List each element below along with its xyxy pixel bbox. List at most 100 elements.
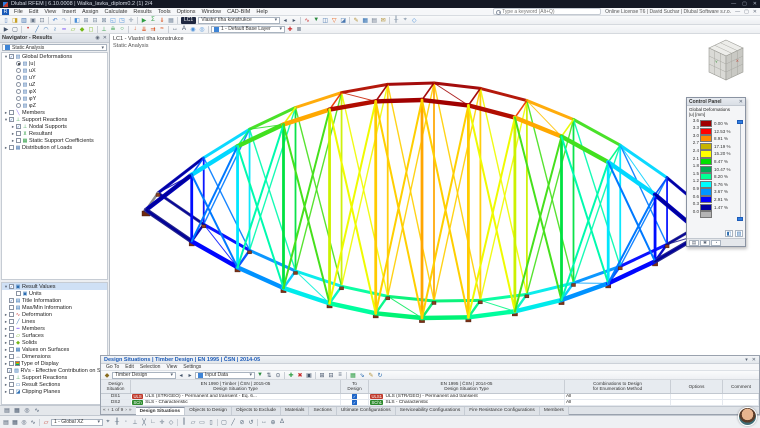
add-row-icon[interactable]: ✚ [288, 372, 294, 379]
expand-icon[interactable]: ▸ [4, 374, 8, 380]
coordinates-icon[interactable]: ⊕ [270, 419, 276, 426]
results-tree-item[interactable]: ▧ φX [2, 88, 107, 95]
expand-icon[interactable]: ▸ [4, 381, 8, 387]
import-icon[interactable]: ⇘ [359, 372, 365, 379]
edit-icon[interactable]: ✎ [353, 17, 359, 24]
nodal-support-icon[interactable]: ⊥ [101, 26, 107, 33]
results-tree-item[interactable]: ▸ ✓ ⊥ Nodal Supports [2, 123, 107, 130]
load-case-chip[interactable]: LC1 [181, 16, 197, 24]
opening-icon[interactable]: ◻ [88, 26, 94, 33]
tab-serviceability-configurations[interactable]: Serviceability Configurations [395, 406, 466, 415]
guideline-icon[interactable]: ║ [181, 419, 187, 425]
to-design-cell[interactable]: ✓ [341, 393, 369, 399]
select-window-icon[interactable]: ▢ [221, 419, 227, 426]
checkbox[interactable] [16, 131, 21, 136]
sort-icon[interactable]: ⇅ [266, 372, 272, 379]
search-input[interactable] [502, 8, 599, 15]
menu-assign[interactable]: Assign [81, 8, 99, 15]
grid-icon[interactable]: ╫ [394, 17, 399, 23]
view-side-icon[interactable]: ⊠ [101, 17, 107, 24]
checkbox[interactable] [9, 145, 14, 150]
expand-icon[interactable]: ▸ [4, 353, 8, 359]
filter-tab[interactable]: ◔ [711, 239, 721, 246]
results-tree-item[interactable]: ▸ ▦ Static Support Coefficients [2, 137, 107, 144]
export-excel-icon[interactable]: ▦ [350, 372, 356, 379]
results-navigator-tab[interactable]: ∿ [30, 419, 36, 426]
user-view-icon[interactable]: ◎ [199, 26, 205, 33]
scale-max-handle[interactable] [737, 119, 743, 124]
menu-cad-bim[interactable]: CAD-BIM [227, 8, 251, 15]
results-tree-item[interactable]: ▾ ✓ ⊥ Support Reactions [2, 116, 107, 123]
screenshot-icon[interactable]: ⊡ [39, 17, 45, 24]
copy-row-icon[interactable]: ▣ [306, 372, 312, 379]
snap-intersection-icon[interactable]: ╳ [142, 419, 146, 426]
plane-xz-icon[interactable]: ▭ [199, 419, 205, 426]
scale-range-slider[interactable] [737, 119, 743, 221]
results-tree-item[interactable]: ▧ uY [2, 74, 107, 81]
checkbox[interactable] [9, 340, 14, 345]
menu-help[interactable]: Help [256, 8, 268, 15]
snap-perpendicular-icon[interactable]: ⊥ [132, 419, 138, 426]
select-icon[interactable]: ▶ [3, 26, 9, 33]
checkbox[interactable] [9, 305, 14, 310]
assistant-avatar[interactable] [738, 407, 757, 426]
design-menu-selection[interactable]: Selection [139, 364, 161, 370]
undo-icon[interactable]: ↶ [52, 17, 58, 24]
display-tree-item[interactable]: ▸ ▱ Surfaces [2, 332, 107, 339]
dimension-icon[interactable]: ↔ [172, 26, 178, 32]
checkbox[interactable] [9, 326, 14, 331]
snap-grid-icon[interactable]: ╫ [114, 419, 120, 425]
table-view-combobox[interactable]: Input Data ▾ [195, 371, 255, 379]
checkbox[interactable] [9, 319, 14, 324]
snap-midpoint-icon[interactable]: ◦ [124, 419, 128, 425]
measure-icon[interactable]: ↔ [261, 419, 267, 425]
close-icon[interactable]: ✕ [738, 98, 743, 105]
results-tree-item[interactable]: ▧ |u| [2, 60, 107, 67]
menu-calculate[interactable]: Calculate [104, 8, 128, 15]
layer-manager-icon[interactable]: ≣ [296, 26, 302, 33]
menu-tools[interactable]: Tools [157, 8, 171, 15]
relation-filter-icon[interactable]: ▼ [257, 372, 263, 378]
checkbox[interactable]: ✓ [9, 298, 14, 303]
data-navigator-tab[interactable]: ▤ [4, 408, 10, 414]
next-page-icon[interactable]: › [125, 408, 127, 413]
checkbox[interactable] [9, 382, 14, 387]
panel-display-button[interactable]: ▥ [735, 230, 743, 237]
object-snap-icon[interactable]: ⌖ [403, 16, 407, 23]
notes-icon[interactable]: ✎ [368, 372, 374, 379]
new-model-icon[interactable]: ▯ [4, 17, 8, 24]
display-tree-item[interactable]: ▸ ╱ Lines [2, 318, 107, 325]
design-menu-go-to[interactable]: Go To [106, 364, 120, 370]
menu-options[interactable]: Options [176, 8, 196, 15]
pin-icon[interactable]: ◉ [95, 35, 100, 41]
pan-icon[interactable]: ✛ [128, 17, 134, 24]
delta-icon[interactable]: Δ [279, 419, 284, 425]
expand-icon[interactable]: ▸ [4, 332, 8, 338]
expand-icon[interactable]: ▸ [4, 360, 8, 366]
tab-sections[interactable]: Sections [309, 406, 337, 415]
child-close-icon[interactable]: ✕ [752, 8, 757, 15]
show-results-icon[interactable]: ∿ [304, 17, 310, 24]
undo-selection-icon[interactable]: ↺ [248, 419, 254, 426]
checkbox-checked[interactable]: ✓ [352, 393, 357, 399]
display-tree-item[interactable]: ▣ Units [2, 290, 107, 297]
display-tree-item[interactable]: ▸ ↔ Dimensions [2, 353, 107, 360]
view-top-icon[interactable]: ⊟ [92, 17, 98, 24]
checkbox[interactable] [16, 138, 21, 143]
load-cases-icon[interactable]: ⇓ [159, 17, 165, 24]
load-case-combobox[interactable]: Vlastní tíha konstrukce ▾ [198, 16, 281, 24]
mesh-icon[interactable]: ▦ [168, 17, 174, 24]
view-isometric-icon[interactable]: ◧ [74, 17, 80, 24]
previous-page-icon[interactable]: ‹ [107, 408, 110, 413]
calculate-all-icon[interactable]: Σ [151, 17, 155, 23]
menu-insert[interactable]: Insert [62, 8, 76, 15]
work-plane-combobox[interactable]: 1 - Global XZ ▾ [51, 418, 103, 426]
radio-button[interactable] [16, 82, 21, 87]
radio-button[interactable] [16, 103, 21, 108]
delete-row-icon[interactable]: ✖ [297, 372, 303, 379]
results-tree-item[interactable]: ▧ uX [2, 67, 107, 74]
results-tree-item[interactable]: ▧ φY [2, 95, 107, 102]
cartesian-grid-icon[interactable]: ✛ [159, 419, 165, 426]
close-window-icon[interactable]: ✕ [752, 1, 757, 7]
results-tree-item[interactable]: ▸ ▦ Distribution of Loads [2, 144, 107, 151]
